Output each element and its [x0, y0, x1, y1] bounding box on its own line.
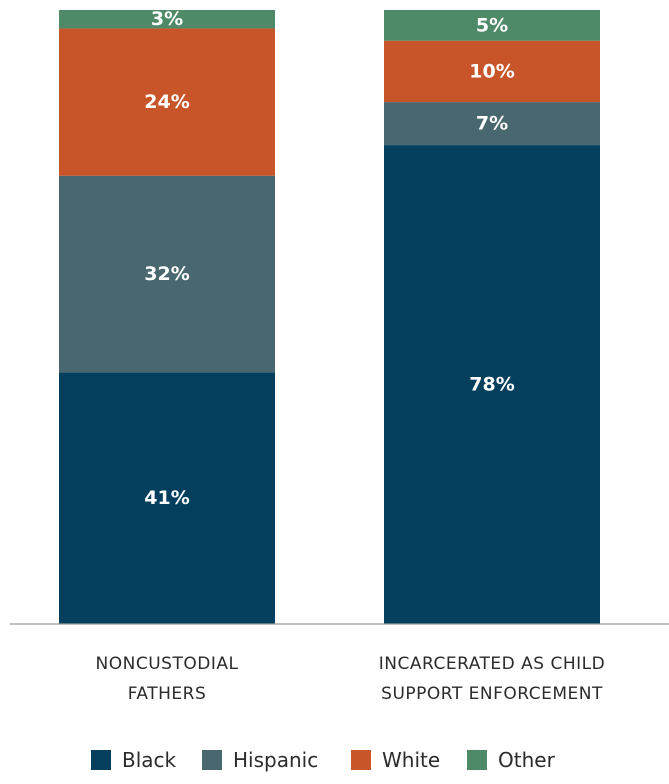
legend-label-white: White: [382, 748, 440, 772]
legend-swatch-white: [351, 750, 371, 770]
data-label-black-2: 78%: [469, 374, 514, 396]
legend-swatch-black: [91, 750, 111, 770]
legend-swatch-hispanic: [202, 750, 222, 770]
legend-swatch-other: [467, 750, 487, 770]
bar-segment-black-1: [59, 372, 275, 624]
data-label-other-2: 5%: [476, 14, 508, 36]
data-label-black-1: 41%: [144, 487, 189, 509]
category-label-2-line-1: INCARCERATED AS CHILD: [379, 654, 605, 674]
bar-segment-black-2: [384, 145, 600, 624]
data-label-white-1: 24%: [144, 91, 189, 113]
bar-segment-white-1: [59, 28, 275, 176]
bar-segment-other-2: [384, 10, 600, 41]
bar-segment-hispanic-2: [384, 102, 600, 146]
data-label-hispanic-1: 32%: [144, 263, 189, 285]
category-labels-group: NONCUSTODIAL FATHERS INCARCERATED AS CHILD…: [96, 654, 605, 704]
legend: Black Hispanic White Other: [91, 748, 556, 772]
data-labels-group: 41% 32% 24% 3% 78% 7% 10% 5%: [144, 8, 514, 509]
bars-group: [59, 10, 600, 624]
data-label-other-1: 3%: [151, 8, 183, 30]
bar-segment-other-1: [59, 10, 275, 29]
category-label-1-line-2: FATHERS: [128, 684, 207, 704]
data-label-white-2: 10%: [469, 60, 514, 82]
legend-label-other: Other: [498, 748, 556, 772]
bar-segment-hispanic-1: [59, 175, 275, 373]
legend-label-hispanic: Hispanic: [233, 748, 318, 772]
legend-label-black: Black: [122, 748, 177, 772]
bar-segment-white-2: [384, 40, 600, 103]
category-label-2-line-2: SUPPORT ENFORCEMENT: [381, 684, 603, 704]
category-label-1-line-1: NONCUSTODIAL: [96, 654, 239, 674]
data-label-hispanic-2: 7%: [476, 113, 508, 135]
